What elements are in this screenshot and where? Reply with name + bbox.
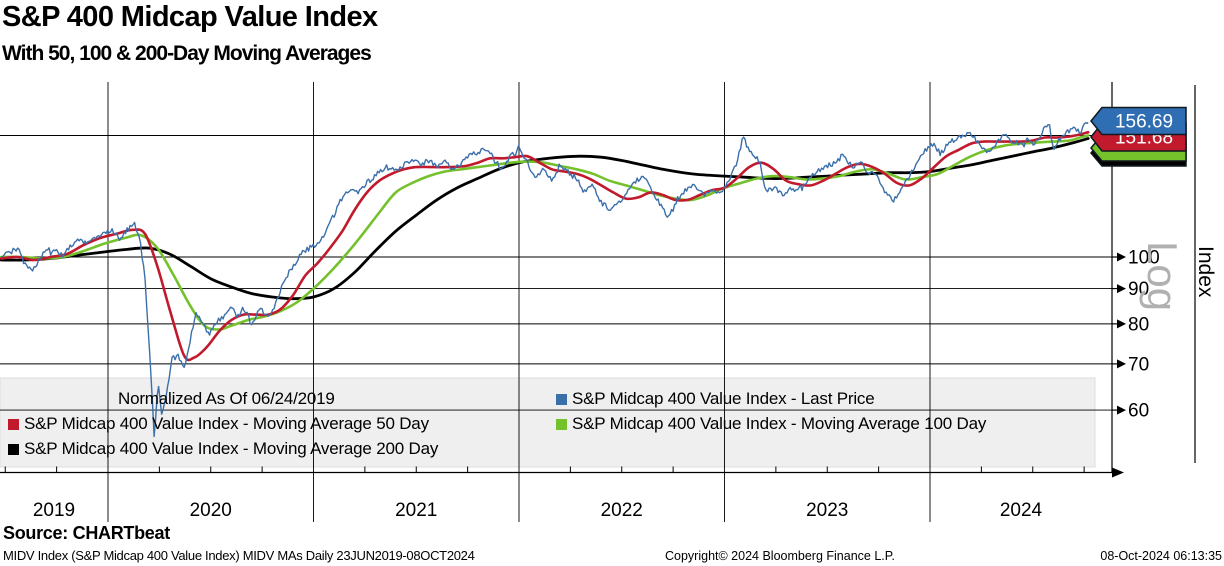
legend-normalized-text: Normalized As Of 06/24/2019: [118, 389, 335, 408]
legend-label: S&P Midcap 400 Value Index - Moving Aver…: [24, 414, 429, 433]
page-subtitle: With 50, 100 & 200-Day Moving Averages: [2, 42, 372, 65]
legend-label: S&P Midcap 400 Value Index - Moving Aver…: [572, 414, 987, 433]
y-tick-label: 60: [1128, 401, 1149, 422]
x-tick-label: 2022: [601, 500, 643, 521]
y-tick-label: 70: [1128, 354, 1149, 375]
y-tick-label: 80: [1128, 314, 1149, 335]
last-price-badge: [1090, 106, 1187, 136]
page-title: S&P 400 Midcap Value Index: [2, 1, 378, 33]
ma50-swatch-icon: [8, 418, 19, 430]
legend-box: [0, 377, 1096, 468]
footer-timestamp: 08-Oct-2024 06:13:35: [1100, 549, 1222, 563]
series-line-ma50: [0, 130, 1090, 362]
log-scale-watermark: Log: [1139, 241, 1186, 311]
series-line-last-price: [0, 121, 1089, 438]
y-axis-title: Index: [1194, 246, 1217, 298]
x-tick-label: 2021: [395, 500, 437, 521]
ma100-swatch-icon: [556, 418, 567, 430]
legend-label: S&P Midcap 400 Value Index - Last Price: [572, 389, 875, 408]
ma200-swatch-icon: [8, 443, 19, 455]
x-tick-label: 2020: [190, 500, 232, 521]
last-price-badge-value: 156.69: [1115, 112, 1173, 133]
footer-security-info: MIDV Index (S&P Midcap 400 Value Index) …: [3, 548, 475, 563]
y-tick-label: 90: [1128, 279, 1149, 300]
y-tick-label: 100: [1128, 248, 1160, 269]
legend-item-ma200: S&P Midcap 400 Value Index - Moving Aver…: [8, 438, 438, 460]
legend-item-ma50: S&P Midcap 400 Value Index - Moving Aver…: [8, 413, 429, 435]
footer-copyright: Copyright© 2024 Bloomberg Finance L.P.: [665, 549, 895, 563]
x-tick-label: 2019: [33, 500, 75, 521]
source-attribution: Source: CHARTbeat: [3, 523, 170, 543]
legend-item-last-price: S&P Midcap 400 Value Index - Last Price: [556, 388, 875, 410]
legend-item-ma100: S&P Midcap 400 Value Index - Moving Aver…: [556, 413, 986, 435]
x-tick-label: 2023: [806, 500, 848, 521]
legend-normalized-note: Normalized As Of 06/24/2019: [118, 388, 335, 410]
x-tick-label: 2024: [1000, 500, 1043, 521]
last-price-swatch-icon: [556, 393, 567, 405]
series-line-ma200: [0, 137, 1090, 301]
legend-label: S&P Midcap 400 Value Index - Moving Aver…: [24, 439, 439, 458]
